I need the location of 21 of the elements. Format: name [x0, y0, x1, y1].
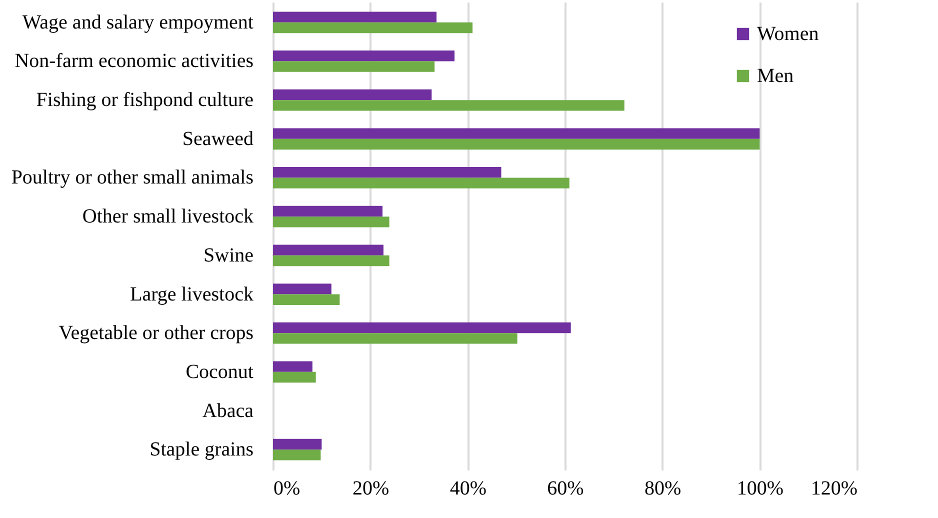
y-tick-label: Non-farm economic activities [14, 50, 254, 72]
y-tick-label: Wage and salary empoyment [22, 11, 254, 34]
x-tick-label: 20% [352, 478, 390, 500]
y-tick-label: Abaca [202, 400, 254, 422]
legend-label: Men [757, 65, 794, 87]
y-tick-label: Swine [204, 244, 254, 266]
y-tick-label: Fishing or fishpond culture [36, 89, 254, 112]
y-tick-label: Other small livestock [82, 206, 254, 228]
x-tick-label: 120% [810, 478, 858, 500]
x-tick-label: 80% [644, 478, 682, 500]
y-tick-label: Vegetable or other crops [58, 322, 254, 344]
x-tick-label: 40% [450, 478, 487, 500]
y-tick-label: Poultry or other small animals [11, 166, 254, 189]
y-tick-label: Large livestock [130, 283, 254, 306]
x-tick-label: 100% [736, 478, 784, 500]
y-tick-label: Staple grains [150, 438, 254, 461]
y-tick-label: Seaweed [182, 128, 254, 150]
y-tick-label: Coconut [186, 360, 254, 383]
x-tick-label: 60% [547, 478, 584, 500]
legend-label: Women [757, 23, 819, 45]
x-tick-label: 0% [274, 478, 300, 500]
